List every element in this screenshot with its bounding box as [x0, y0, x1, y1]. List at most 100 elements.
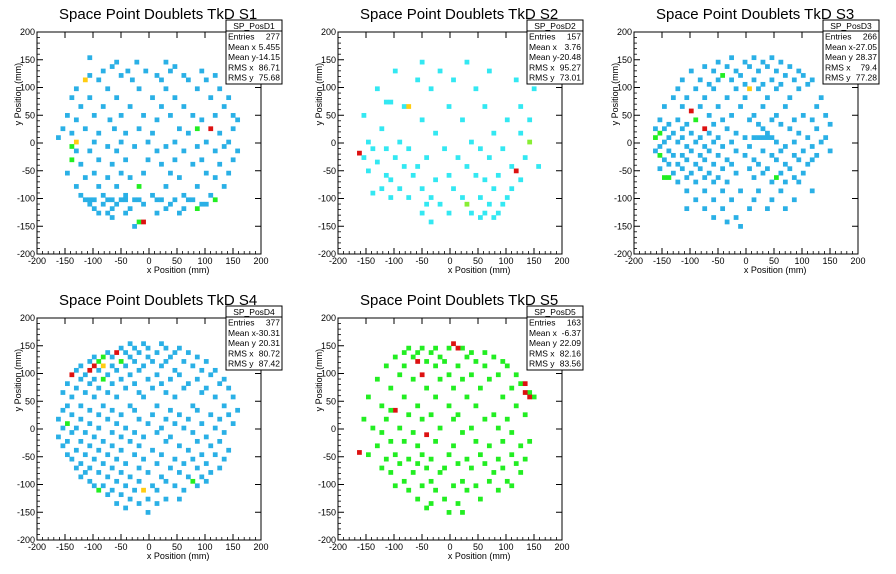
- data-bin: [401, 164, 407, 169]
- data-bin: [132, 452, 137, 458]
- data-bin: [388, 438, 394, 444]
- data-bin: [217, 438, 223, 444]
- data-bin: [513, 372, 519, 378]
- chart-panel-4: Space Point Doublets TkD S4-200 -150 -100-…: [13, 292, 283, 561]
- data-bin: [177, 175, 182, 180]
- data-bin: [134, 59, 140, 65]
- x-axis-label: x Position (mm): [448, 551, 511, 561]
- y-tick-label: -50: [323, 166, 336, 176]
- data-bin: [706, 148, 712, 154]
- x-tick-label: -200: [625, 256, 643, 266]
- x-tick-label: -200: [329, 542, 347, 552]
- data-bin: [96, 425, 102, 431]
- data-bin: [491, 130, 497, 136]
- data-bin: [415, 164, 421, 169]
- data-bin: [82, 390, 88, 395]
- x-tick-label: 0: [447, 542, 452, 552]
- data-bin: [185, 350, 191, 355]
- data-bin: [383, 416, 389, 422]
- data-bin: [91, 363, 97, 369]
- data-bin: [185, 447, 191, 453]
- data-bin: [774, 139, 779, 145]
- data-bin: [114, 367, 120, 373]
- data-bin: [154, 430, 160, 435]
- data-bin: [150, 192, 155, 198]
- data-bin: [136, 367, 142, 373]
- data-bin: [60, 407, 66, 413]
- data-bin: [715, 104, 721, 109]
- data-bin: [87, 148, 93, 154]
- x-tick-label: 50: [172, 256, 182, 266]
- data-bin: [91, 394, 97, 400]
- data-bin: [724, 219, 730, 225]
- data-bin: [154, 117, 160, 123]
- data-bin: [129, 77, 135, 83]
- y-tick-label: -150: [318, 507, 336, 517]
- data-bin: [136, 126, 142, 132]
- data-bin: [527, 139, 533, 145]
- x-axis-label: x Position (mm): [147, 551, 210, 561]
- data-bin: [419, 483, 425, 489]
- x-tick-label: 150: [526, 542, 541, 552]
- data-bin: [194, 465, 200, 471]
- data-bin: [693, 139, 699, 145]
- data-bin: [87, 201, 93, 207]
- data-bin: [482, 104, 488, 109]
- data-bin: [217, 381, 223, 387]
- data-bin: [509, 385, 515, 391]
- data-bin: [518, 443, 524, 449]
- data-bin: [782, 161, 788, 167]
- data-bin: [478, 195, 483, 200]
- data-bin: [383, 456, 389, 462]
- data-bin: [114, 478, 120, 484]
- data-bin: [163, 144, 169, 149]
- data-bin: [392, 452, 398, 458]
- data-bin: [221, 184, 227, 189]
- data-bin: [460, 430, 465, 435]
- stats-value: -20.48: [557, 52, 581, 62]
- data-bin: [433, 130, 438, 136]
- data-bin: [653, 148, 658, 154]
- data-bin: [100, 354, 106, 360]
- data-bin: [460, 376, 465, 382]
- data-bin: [141, 170, 146, 176]
- data-bin: [112, 126, 117, 132]
- x-tick-label: 50: [172, 542, 182, 552]
- data-bin: [446, 345, 452, 351]
- stats-label: RMS y: [228, 359, 254, 369]
- y-tick-label: -100: [614, 194, 632, 204]
- data-bin: [765, 135, 770, 140]
- data-bin: [163, 416, 169, 422]
- data-bin: [742, 59, 748, 65]
- stats-value: -30.31: [256, 328, 280, 338]
- stats-value: 79.4: [860, 62, 877, 72]
- stats-value: -6.37: [562, 328, 582, 338]
- data-bin: [805, 161, 811, 167]
- data-bin: [379, 465, 385, 471]
- data-bin: [150, 95, 155, 101]
- data-bin: [357, 150, 362, 156]
- data-bin: [177, 443, 182, 449]
- data-bin: [401, 394, 407, 400]
- data-bin: [65, 403, 70, 409]
- data-bin: [662, 175, 667, 180]
- y-axis-label: y Position (mm): [610, 63, 620, 126]
- data-bin: [118, 197, 124, 203]
- data-bin: [114, 394, 120, 400]
- stats-label: Entries: [825, 32, 851, 42]
- stats-label: Mean y: [825, 52, 854, 62]
- data-bin: [163, 86, 169, 92]
- x-tick-label: 0: [146, 256, 151, 266]
- data-bin: [778, 59, 784, 65]
- data-bin: [87, 55, 93, 61]
- data-bin: [702, 188, 708, 194]
- x-tick-label: -150: [357, 542, 375, 552]
- data-bin: [100, 438, 106, 444]
- stats-label: Mean y: [228, 338, 257, 348]
- data-bin: [684, 121, 690, 127]
- data-bin: [796, 130, 802, 136]
- data-bin: [199, 157, 205, 163]
- data-bin: [787, 166, 793, 172]
- y-tick-label: -100: [17, 194, 35, 204]
- data-bin: [194, 126, 200, 132]
